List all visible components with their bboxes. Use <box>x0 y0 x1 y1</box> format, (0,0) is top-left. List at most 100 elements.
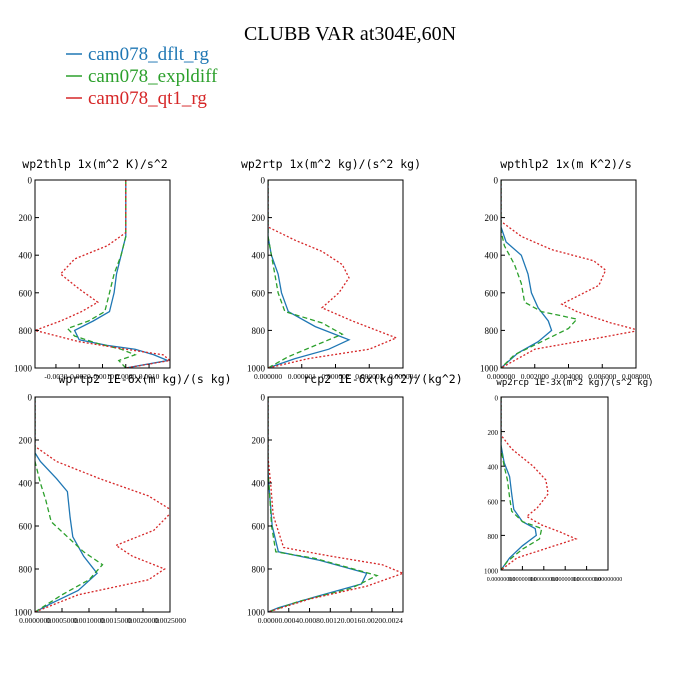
series-line-cam078_dflt_rg <box>501 180 553 368</box>
y-tick-label: 800 <box>485 326 499 336</box>
chart-panels: wp2thlp 1x(m^2 K)/s^2 0 200 400 600 800 1000 -0… <box>14 157 654 625</box>
y-tick-label: 0 <box>494 176 499 186</box>
x-tick-label: 0.0008 <box>299 616 320 625</box>
x-tick-label: 0.000004 <box>389 372 417 381</box>
series-line-cam078_expldiff <box>268 180 344 368</box>
chart-panel: wpthlp2 1x(m K^2)/s020040060080010000.00… <box>480 157 650 381</box>
x-tick-label: 0.0004 <box>278 616 299 625</box>
plot-frame <box>267 179 404 369</box>
panel-title: wprtp2 1E-6x(m kg)/(s kg) <box>58 372 231 386</box>
x-tick-label: 0.00000000 <box>551 577 580 583</box>
y-tick-label: 400 <box>485 251 499 261</box>
legend-entry: cam078_qt1_rg <box>88 88 207 109</box>
y-tick-label: 400 <box>19 479 33 489</box>
legend-entry: cam078_expldiff <box>88 66 218 87</box>
figure-title: CLUBB VAR at304E,60N <box>244 23 456 45</box>
y-tick-label: 800 <box>252 565 266 575</box>
y-tick-label: 400 <box>252 479 266 489</box>
x-tick-label: 0.0012 <box>320 616 341 625</box>
x-tick-label: 0.00000000 <box>530 577 559 583</box>
y-tick-label: 600 <box>485 288 499 298</box>
y-tick-label: 200 <box>19 213 33 223</box>
y-tick-label: 1000 <box>480 364 499 374</box>
panel-title: wp2rcp 1E-3x(m^2 kg)/(s^2 kg) <box>496 378 653 388</box>
x-tick-label: 0.000000 <box>487 372 515 381</box>
series-line-cam078_qt1_rg <box>268 180 399 368</box>
x-tick-label: 0.00000000 <box>508 577 537 583</box>
panel-title: wp2thlp 1x(m^2 K)/s^2 <box>22 157 167 171</box>
y-tick-label: 600 <box>488 498 499 506</box>
y-tick-label: 1000 <box>247 364 266 374</box>
x-tick-label: 0.0005000 <box>46 616 78 625</box>
plot-frame <box>267 396 404 613</box>
y-tick-label: 0 <box>261 176 266 186</box>
x-tick-label: 0.0000 <box>115 372 136 381</box>
x-tick-label: 0.0000 <box>258 616 279 625</box>
chart-panel: rcp2 1E-6x(kg^2)/(kg^2) 0 200 400 600 800 1000… <box>247 372 463 625</box>
series-line-cam078_dflt_rg <box>268 180 351 368</box>
x-tick-label: 0.000002 <box>321 372 349 381</box>
y-tick-label: 600 <box>19 288 33 298</box>
x-tick-label: 0.002000 <box>521 372 549 381</box>
y-tick-label: 400 <box>252 251 266 261</box>
plot-frame <box>500 179 637 369</box>
x-tick-label: 0.0024 <box>382 616 403 625</box>
y-tick-label: 1000 <box>14 364 33 374</box>
series-line-cam078_dflt_rg <box>501 397 538 570</box>
panel-title: wp2rtp 1x(m^2 kg)/(s^2 kg) <box>241 157 421 171</box>
series-line-cam078_expldiff <box>35 397 104 612</box>
series-line-cam078_expldiff <box>501 180 579 368</box>
series-line-cam078_expldiff <box>66 180 137 368</box>
chart-panel: wp2rtp 1x(m^2 kg)/(s^2 kg) 0 200 400 600 800 1… <box>241 157 421 381</box>
y-tick-label: 800 <box>488 533 499 541</box>
y-tick-label: 600 <box>19 522 33 532</box>
y-tick-label: 1000 <box>14 608 33 618</box>
y-tick-label: 200 <box>19 436 33 446</box>
series-line-cam078_dflt_rg <box>268 397 368 612</box>
plot-frame <box>500 396 609 571</box>
y-tick-label: 200 <box>485 213 499 223</box>
y-tick-label: 600 <box>252 288 266 298</box>
y-tick-label: 800 <box>19 565 33 575</box>
series-line-cam078_qt1_rg <box>35 397 170 612</box>
x-tick-label: 0.000001 <box>288 372 316 381</box>
x-tick-label: 0.008000 <box>622 372 650 381</box>
y-tick-label: 200 <box>488 429 499 437</box>
x-tick-label: 0.0025000 <box>154 616 186 625</box>
y-tick-label: 1000 <box>247 608 266 618</box>
x-tick-label: -0.0020 <box>68 372 91 381</box>
x-tick-label: 0.004000 <box>554 372 582 381</box>
legend: cam078_dflt_rgcam078_expldiffcam078_qt1_… <box>66 44 218 109</box>
chart-panel: wp2thlp 1x(m^2 K)/s^2 0 200 400 600 800 1000 -0… <box>14 157 171 381</box>
x-tick-label: -0.0010 <box>91 372 114 381</box>
x-tick-label: -0.0030 <box>44 372 67 381</box>
y-tick-label: 600 <box>252 522 266 532</box>
x-tick-label: 0.0016 <box>341 616 362 625</box>
x-tick-label: 0.006000 <box>588 372 616 381</box>
plot-frame <box>34 179 171 369</box>
series-line-cam078_expldiff <box>268 397 379 612</box>
x-tick-label: 0.00000000 <box>572 577 601 583</box>
x-tick-label: 0.000003 <box>355 372 383 381</box>
x-tick-label: 0.0015000 <box>100 616 132 625</box>
y-tick-label: 0 <box>495 395 499 403</box>
y-tick-label: 0 <box>28 393 33 403</box>
x-tick-label: 0.00000000 <box>487 577 516 583</box>
series-line-cam078_qt1_rg <box>35 180 170 368</box>
y-tick-label: 1000 <box>484 568 499 576</box>
chart-panel: wp2rcp 1E-3x(m^2 kg)/(s^2 kg) 0 200 400 600 8… <box>484 378 654 583</box>
series-line-cam078_dflt_rg <box>73 180 170 368</box>
series-line-cam078_expldiff <box>501 397 543 570</box>
x-tick-label: 0.0010000 <box>73 616 105 625</box>
y-tick-label: 800 <box>252 326 266 336</box>
x-tick-label: 0.0020 <box>362 616 383 625</box>
series-line-cam078_qt1_rg <box>501 397 578 570</box>
x-tick-label: 0.00000000 <box>594 577 623 583</box>
y-tick-label: 0 <box>28 176 33 186</box>
series-line-cam078_qt1_rg <box>268 397 403 612</box>
chart-panel: wprtp2 1E-6x(m kg)/(s kg) 0 200 400 600 800 10… <box>14 372 232 625</box>
y-tick-label: 200 <box>252 213 266 223</box>
y-tick-label: 0 <box>261 393 266 403</box>
panel-title: wpthlp2 1x(m K^2)/s <box>500 157 632 171</box>
panel-title: rcp2 1E-6x(kg^2)/(kg^2) <box>303 372 462 386</box>
